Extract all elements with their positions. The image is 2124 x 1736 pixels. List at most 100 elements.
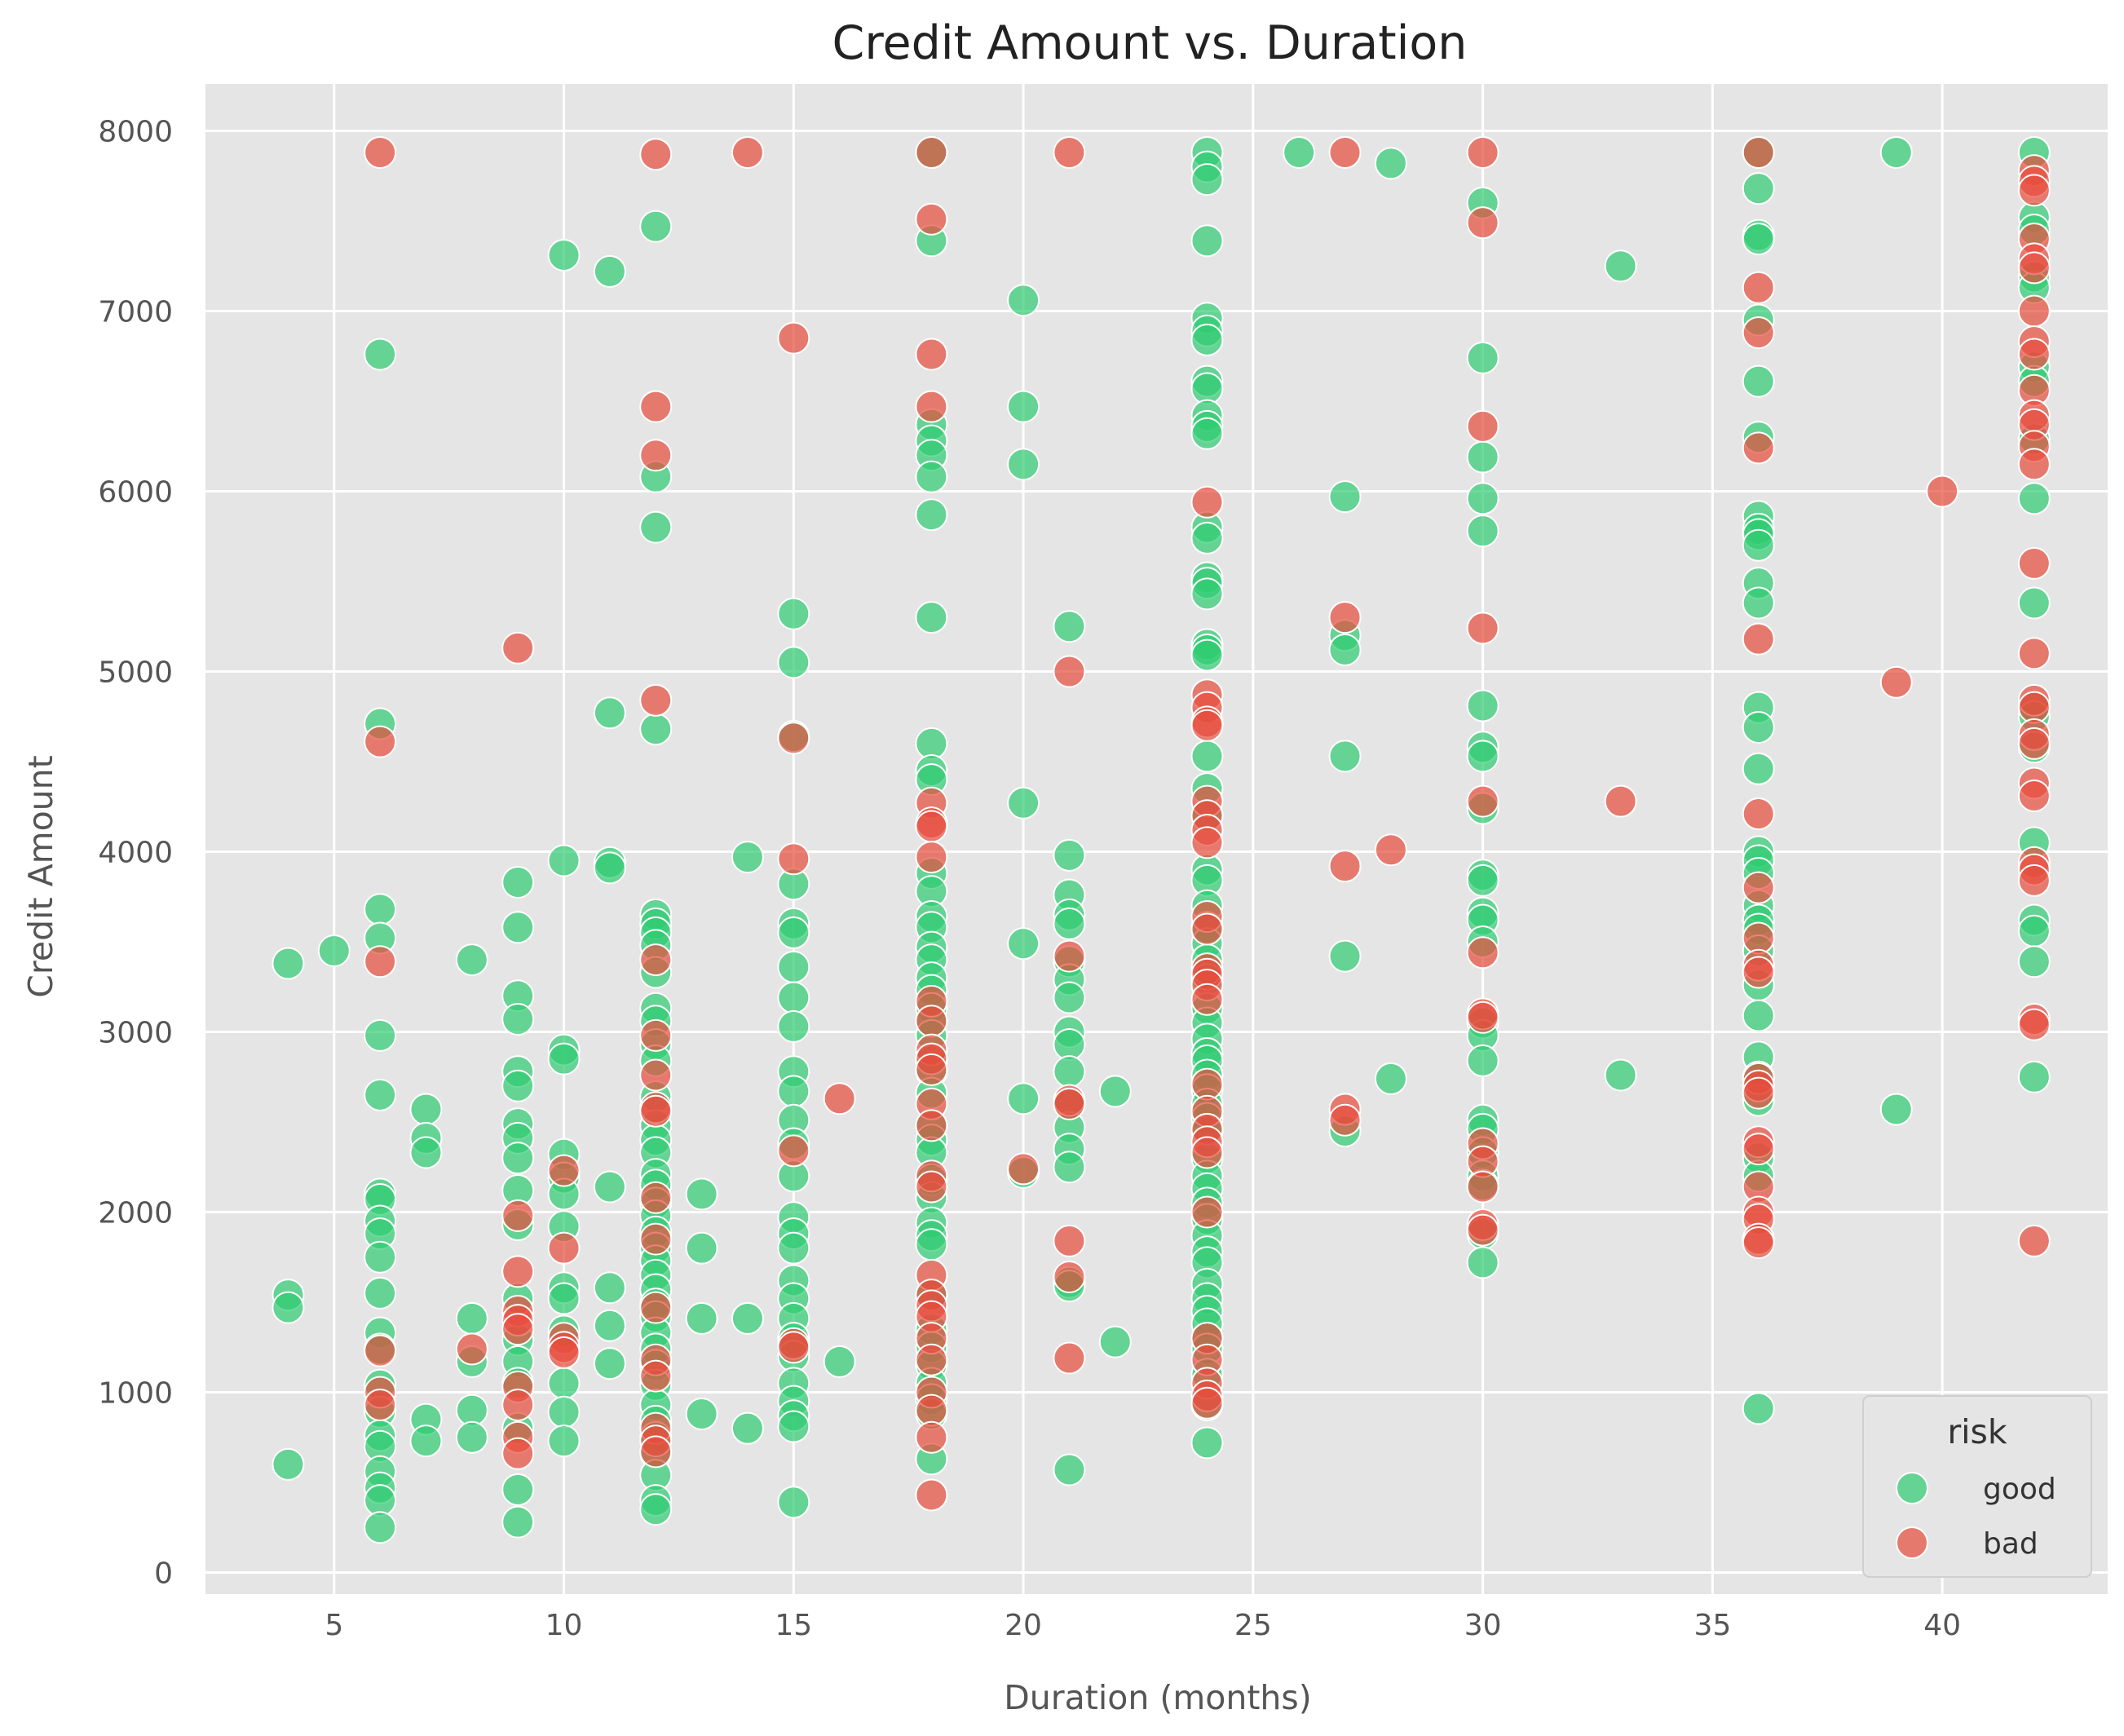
point-bad: [639, 1222, 673, 1256]
y-tick-label: 5000: [98, 656, 173, 689]
x-tick-label: 10: [545, 1609, 583, 1642]
point-good: [1466, 689, 1499, 722]
point-bad: [1926, 475, 1959, 508]
legend-marker-bad: [1896, 1526, 1928, 1559]
grid-lines: [205, 84, 2108, 1594]
point-bad: [2017, 174, 2051, 207]
point-good: [593, 696, 626, 730]
point-bad: [639, 943, 673, 977]
y-tick-label: 7000: [98, 295, 173, 329]
point-bad: [915, 202, 948, 236]
x-axis-label: Duration (months): [1004, 1678, 1312, 1717]
point-good: [501, 1505, 535, 1539]
point-good: [409, 1136, 443, 1169]
point-bad: [501, 1199, 535, 1232]
point-bad: [915, 841, 948, 874]
point-bad: [639, 1018, 673, 1052]
point-bad: [501, 631, 535, 665]
point-good: [1007, 1082, 1040, 1115]
point-good: [1190, 577, 1224, 611]
point-bad: [501, 1255, 535, 1288]
point-bad: [1053, 1224, 1086, 1257]
point-good: [1466, 1044, 1499, 1077]
point-good: [1742, 710, 1775, 744]
point-good: [1190, 417, 1224, 450]
point-bad: [364, 1334, 397, 1367]
point-bad: [915, 1478, 948, 1512]
point-good: [364, 1511, 397, 1544]
point-good: [777, 1231, 810, 1265]
point-good: [547, 844, 581, 877]
point-bad: [1742, 135, 1775, 169]
point-bad: [2017, 251, 2051, 285]
point-bad: [1466, 612, 1499, 645]
point-bad: [1053, 939, 1086, 973]
point-good: [1053, 981, 1086, 1014]
point-good: [639, 713, 673, 746]
point-bad: [1190, 912, 1224, 946]
legend-label-good: good: [1983, 1473, 2056, 1506]
point-good: [777, 1410, 810, 1443]
point-good: [2017, 914, 2051, 948]
point-good: [1466, 515, 1499, 548]
point-bad: [1190, 983, 1224, 1016]
point-bad: [639, 1291, 673, 1324]
point-good: [1190, 740, 1224, 773]
point-bad: [639, 1435, 673, 1469]
point-bad: [1190, 1136, 1224, 1169]
point-good: [1007, 448, 1040, 481]
point-bad: [1466, 936, 1499, 970]
point-bad: [1053, 1341, 1086, 1375]
point-good: [547, 1042, 581, 1076]
point-bad: [1466, 206, 1499, 240]
point-bad: [1742, 1133, 1775, 1166]
point-good: [915, 1228, 948, 1261]
point-good: [915, 460, 948, 493]
point-good: [777, 1009, 810, 1043]
point-good: [364, 1078, 397, 1111]
point-bad: [1053, 655, 1086, 688]
point-bad: [1190, 1386, 1224, 1420]
point-good: [639, 1493, 673, 1526]
point-good: [1053, 1453, 1086, 1486]
point-good: [1190, 638, 1224, 672]
point-bad: [2017, 338, 2051, 371]
chart-title: Credit Amount vs. Duration: [832, 16, 1468, 70]
point-good: [777, 1486, 810, 1519]
point-bad: [1053, 135, 1086, 169]
point-good: [1007, 927, 1040, 961]
point-good: [1742, 528, 1775, 562]
y-tick-label: 8000: [98, 115, 173, 148]
point-good: [1742, 752, 1775, 785]
point-bad: [364, 135, 397, 169]
point-good: [409, 1425, 443, 1458]
point-bad: [2017, 448, 2051, 481]
point-bad: [1053, 1087, 1086, 1120]
point-bad: [501, 1437, 535, 1470]
point-bad: [639, 439, 673, 472]
point-good: [1098, 1075, 1132, 1108]
point-good: [1466, 1246, 1499, 1279]
point-good: [1466, 482, 1499, 515]
point-good: [777, 916, 810, 949]
point-good: [593, 1170, 626, 1204]
point-good: [777, 950, 810, 983]
point-good: [547, 238, 581, 272]
point-bad: [1466, 784, 1499, 818]
point-good: [915, 498, 948, 532]
point-good: [639, 510, 673, 544]
point-bad: [915, 390, 948, 423]
x-tick-label: 25: [1234, 1609, 1272, 1642]
x-tick-label: 20: [1005, 1609, 1042, 1642]
point-good: [1742, 364, 1775, 398]
point-bad: [1466, 409, 1499, 443]
point-good: [1466, 740, 1499, 773]
y-tick-label: 0: [154, 1557, 173, 1590]
point-good: [777, 597, 810, 630]
point-good: [593, 851, 626, 885]
point-good: [1053, 1055, 1086, 1089]
point-bad: [1328, 135, 1362, 169]
point-good: [593, 1347, 626, 1380]
point-good: [685, 1301, 718, 1335]
